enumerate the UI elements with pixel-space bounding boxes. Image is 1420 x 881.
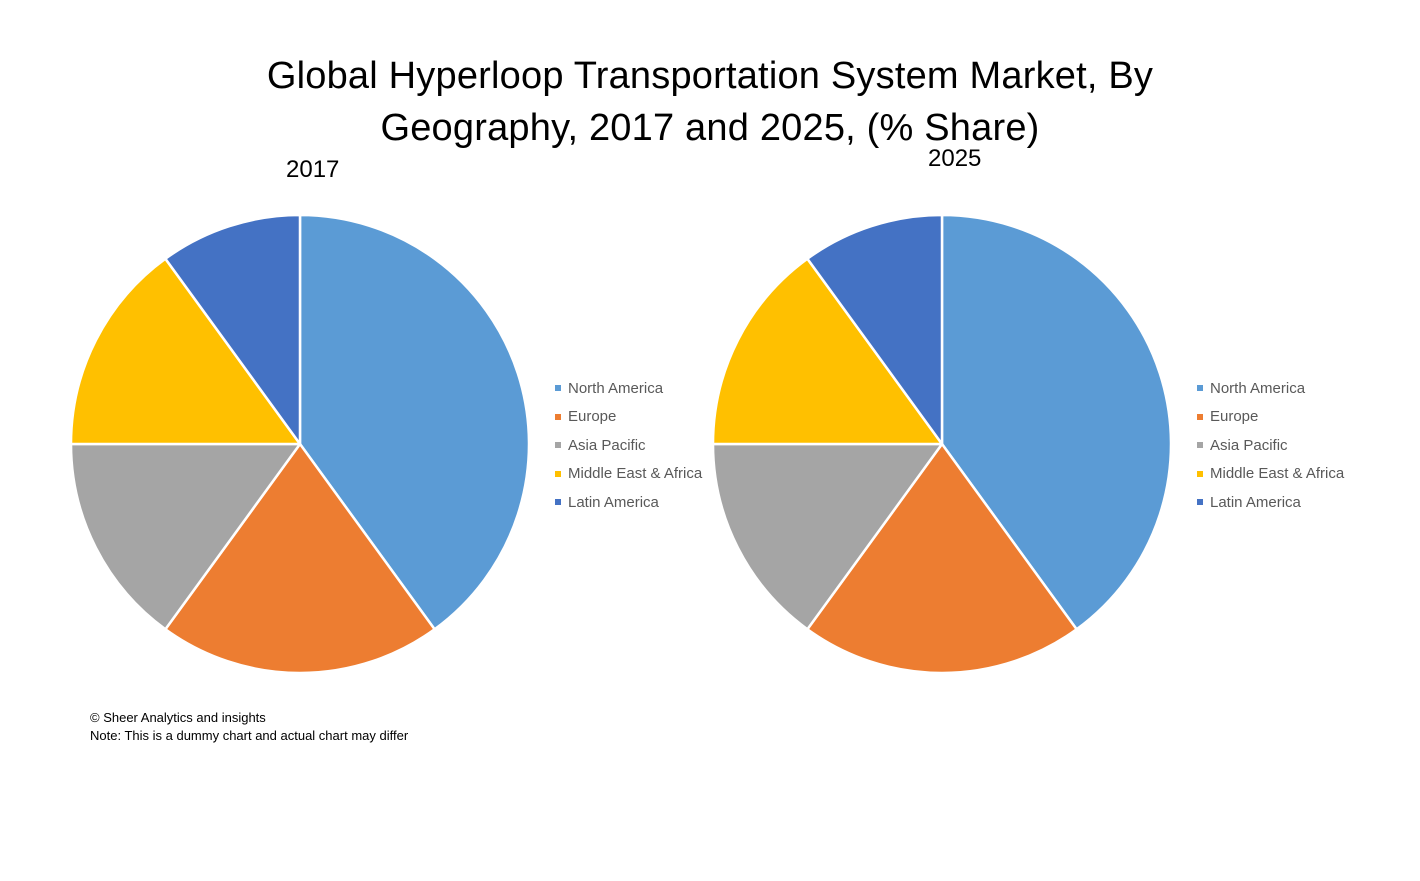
legend-swatch [555,470,561,477]
legend-label: North America [1210,379,1306,397]
legend-label: North America [568,379,664,397]
legend-item-europe: Europe [555,403,702,432]
pie-slice-north-america [940,213,1173,631]
legend-swatch [1197,470,1203,477]
legend-label: Latin America [568,493,659,511]
legend-label: Middle East & Africa [568,465,703,483]
pie-chart-2017 [69,213,531,675]
page-title: Global Hyperloop Transportation System M… [0,50,1420,154]
legend-swatch [1197,413,1203,420]
legend-label: Asia Pacific [568,436,646,454]
legend-swatch [1197,385,1203,392]
footnote: © Sheer Analytics and insights Note: Thi… [90,709,408,745]
pie-slice-latin-america [164,213,302,446]
legend-label: Europe [568,408,617,426]
chart-title-2025: 2025 [928,145,982,172]
legend-item-north-america: North America [555,374,702,403]
pie-slice-europe [806,442,1078,675]
disclaimer-note: Note: This is a dummy chart and actual c… [90,728,409,743]
legend-swatch [1197,499,1203,506]
legend-label: Latin America [1210,493,1301,511]
legend-item-asia-pacific: Asia Pacific [555,431,702,460]
legend-label: Asia Pacific [1210,436,1288,454]
legend-item-latin-america: Latin America [555,488,702,517]
pie-slice-latin-america [806,213,944,446]
legend-swatch [555,442,561,449]
legend-2025: North America Europe Asia Pacific Middle… [1197,374,1344,517]
legend-swatch [555,499,561,506]
legend-label: Middle East & Africa [1210,465,1345,483]
legend-2017: North America Europe Asia Pacific Middle… [555,374,702,517]
pie-slice-asia-pacific [711,442,944,631]
chart-title-2017: 2017 [286,156,340,183]
legend-swatch [555,413,561,420]
pie-slice-europe [164,442,436,675]
legend-item-asia-pacific: Asia Pacific [1197,431,1344,460]
legend-item-middle-east-africa: Middle East & Africa [555,460,702,489]
page-title-line-1: Global Hyperloop Transportation System M… [266,55,1154,97]
copyright-note: © Sheer Analytics and insights [90,710,266,725]
page-title-line-2: Geography, 2017 and 2025, (% Share) [380,107,1040,149]
legend-swatch [1197,442,1203,449]
legend-swatch [555,385,561,392]
legend-item-europe: Europe [1197,403,1344,432]
pie-slice-asia-pacific [69,442,302,631]
legend-item-middle-east-africa: Middle East & Africa [1197,460,1344,489]
legend-label: Europe [1210,408,1259,426]
pie-slice-middle-east-africa [69,257,302,446]
pie-slice-middle-east-africa [711,257,944,446]
legend-item-north-america: North America [1197,374,1344,403]
legend-item-latin-america: Latin America [1197,488,1344,517]
pie-slice-north-america [298,213,531,631]
pie-chart-2025 [711,213,1173,675]
